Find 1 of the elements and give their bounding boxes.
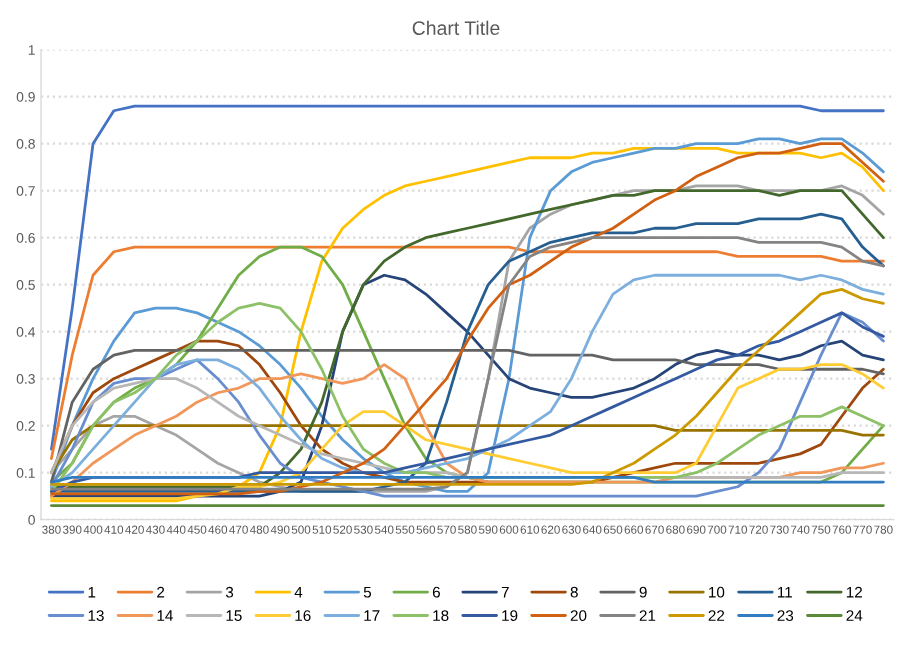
chart-title: Chart Title xyxy=(412,20,500,36)
